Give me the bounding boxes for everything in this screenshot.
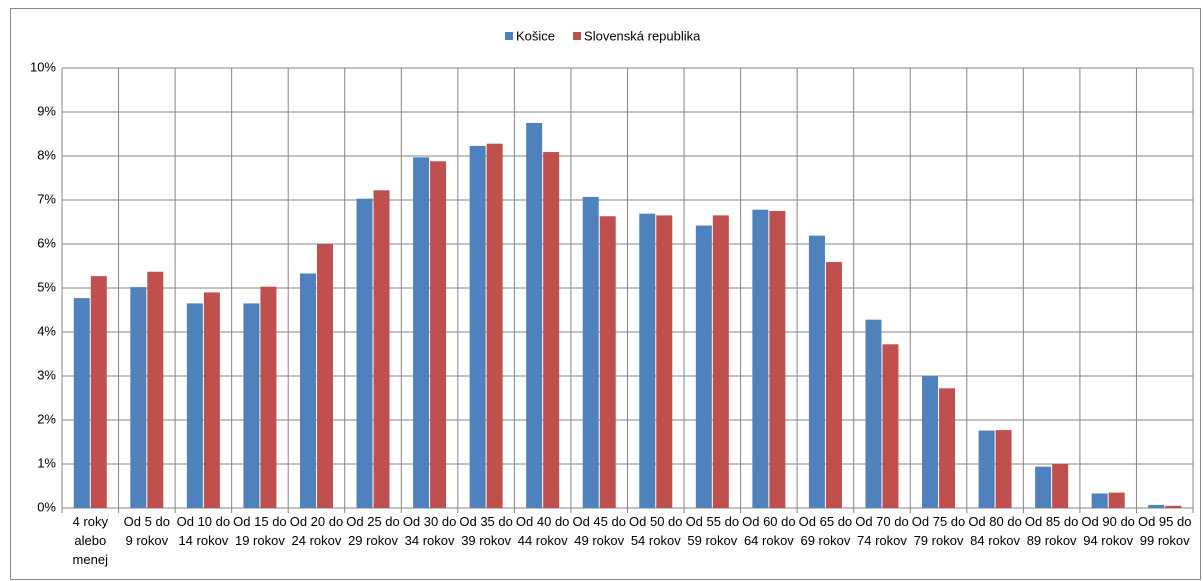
bar bbox=[130, 287, 147, 508]
x-tick-label: Od 35 do 39 rokov bbox=[459, 514, 513, 548]
bar bbox=[299, 273, 316, 508]
bar bbox=[769, 211, 786, 508]
bar bbox=[599, 216, 616, 508]
bar bbox=[1091, 493, 1108, 508]
x-tick-label: Od 90 do 94 rokov bbox=[1081, 514, 1135, 548]
y-tick-label: 1% bbox=[37, 455, 56, 470]
bar bbox=[882, 344, 899, 508]
x-tick-label: Od 40 do 44 rokov bbox=[515, 514, 570, 548]
bar bbox=[73, 298, 90, 508]
x-tick-label: Od 60 do 64 rokov bbox=[742, 514, 796, 548]
y-tick-label: 6% bbox=[37, 235, 56, 250]
chart-border bbox=[10, 8, 1201, 580]
bar bbox=[865, 319, 882, 508]
y-tick-label: 10% bbox=[30, 59, 56, 74]
bar bbox=[543, 152, 560, 509]
bar bbox=[413, 157, 430, 508]
x-tick-label: Od 55 do 59 rokov bbox=[685, 514, 740, 548]
bar bbox=[90, 276, 107, 508]
y-tick-label: 2% bbox=[37, 411, 56, 426]
x-tick-label: Od 50 do 54 rokov bbox=[629, 514, 683, 548]
y-tick-label: 5% bbox=[37, 279, 56, 294]
bar bbox=[203, 292, 220, 508]
y-tick-label: 4% bbox=[37, 323, 56, 338]
bar bbox=[1108, 492, 1125, 508]
legend-swatch bbox=[573, 32, 582, 40]
bar bbox=[1165, 505, 1182, 508]
x-tick-label: Od 85 do 89 rokov bbox=[1024, 514, 1079, 548]
bar bbox=[808, 235, 825, 508]
bar bbox=[639, 213, 656, 508]
y-tick-label: 8% bbox=[37, 147, 56, 162]
bar bbox=[260, 286, 277, 508]
x-tick-label: Od 95 do 99 rokov bbox=[1137, 514, 1192, 548]
bar bbox=[1148, 504, 1165, 508]
x-tick-label: Od 45 do 49 rokov bbox=[572, 514, 626, 548]
x-tick-label: Od 30 do 34 rokov bbox=[402, 514, 457, 548]
y-tick-label: 3% bbox=[37, 367, 56, 382]
bar bbox=[582, 196, 599, 509]
bar bbox=[752, 209, 769, 508]
x-tick-label: 4 roky alebo menej bbox=[72, 514, 108, 567]
legend-swatch bbox=[505, 32, 513, 40]
bar bbox=[712, 215, 729, 508]
bar bbox=[1052, 464, 1069, 508]
bar bbox=[469, 145, 486, 508]
legend-label: Slovenská republika bbox=[584, 28, 701, 43]
x-tick-label: Od 65 do 69 rokov bbox=[798, 514, 853, 548]
bar bbox=[695, 225, 712, 508]
x-tick-label: Od 5 do 9 rokov bbox=[123, 514, 170, 548]
x-tick-label: Od 20 do 24 rokov bbox=[289, 514, 344, 548]
bar bbox=[356, 198, 373, 508]
x-tick-label: Od 10 do 14 rokov bbox=[176, 514, 231, 548]
y-tick-label: 0% bbox=[37, 499, 56, 514]
bar bbox=[243, 303, 260, 508]
bar bbox=[147, 271, 164, 508]
bar bbox=[1035, 466, 1052, 508]
x-tick-label: Od 75 do 79 rokov bbox=[911, 514, 966, 548]
x-tick-label: Od 15 do 19 rokov bbox=[233, 514, 287, 548]
x-tick-label: Od 80 do 84 rokov bbox=[968, 514, 1022, 548]
bar bbox=[922, 376, 939, 508]
y-tick-label: 9% bbox=[37, 103, 56, 118]
bar bbox=[995, 430, 1012, 508]
bar bbox=[373, 190, 390, 508]
bar bbox=[825, 262, 842, 508]
legend-label: Košice bbox=[516, 28, 555, 43]
bar bbox=[316, 244, 333, 508]
bar bbox=[526, 123, 543, 508]
bar bbox=[430, 161, 447, 508]
bar bbox=[186, 303, 203, 508]
y-tick-label: 7% bbox=[37, 191, 56, 206]
bar bbox=[939, 388, 956, 508]
bar bbox=[656, 215, 673, 508]
x-tick-label: Od 25 do 29 rokov bbox=[346, 514, 400, 548]
bar bbox=[486, 143, 503, 508]
bar bbox=[978, 430, 995, 508]
x-tick-label: Od 70 do 74 rokov bbox=[855, 514, 909, 548]
